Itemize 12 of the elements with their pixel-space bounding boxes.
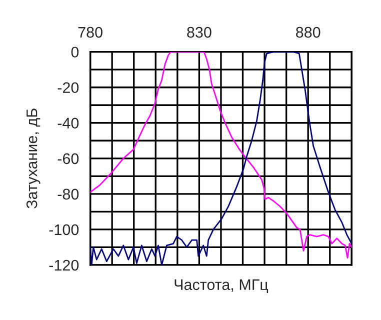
y-tick-label: -100 [49, 224, 79, 236]
y-tick-label: -40 [58, 118, 79, 129]
y-tick-label: -20 [58, 82, 79, 94]
y-tick-label: -120 [49, 260, 79, 271]
x-tick-label: 780 [78, 26, 102, 38]
x-axis-title: Частота, МГц [174, 279, 268, 293]
y-tick-label: 0 [71, 46, 79, 58]
y-axis-title: Затухание, дБ [26, 108, 40, 208]
x-tick-label: 880 [296, 26, 320, 38]
y-tick-label: -80 [58, 188, 79, 200]
x-tick-label: 830 [187, 26, 212, 38]
y-tick-label: -60 [58, 153, 79, 164]
